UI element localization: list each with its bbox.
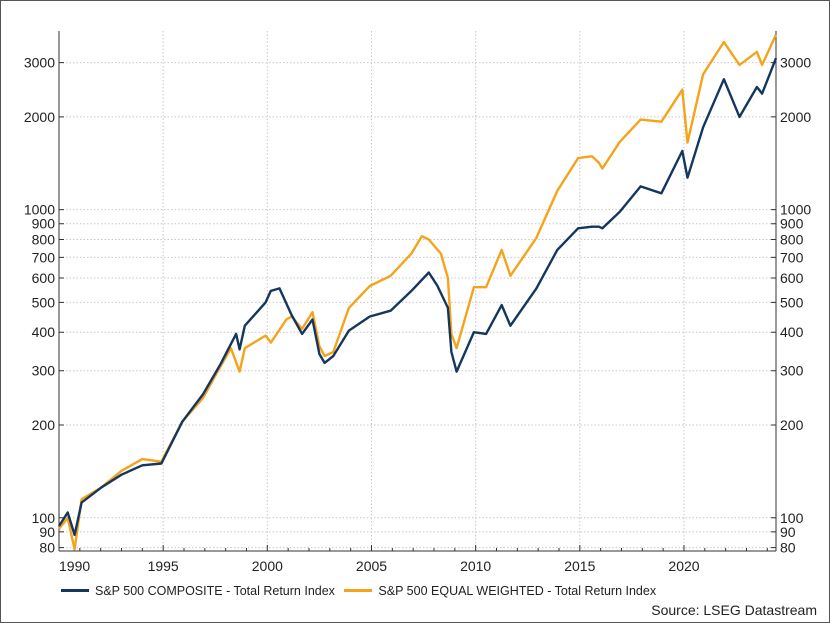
- legend-swatch-equal-weighted: [344, 589, 373, 592]
- series-layer: [57, 34, 778, 551]
- x-tick-label: 2020: [668, 558, 699, 574]
- legend: S&P 500 COMPOSITE - Total Return Index S…: [61, 581, 662, 598]
- legend-item-composite: S&P 500 COMPOSITE - Total Return Index: [61, 584, 335, 598]
- y-tick-label-right: 100: [780, 510, 804, 526]
- y-tick-label-left: 90: [39, 524, 55, 540]
- y-tick-label-right: 90: [780, 524, 796, 540]
- y-tick-label-right: 400: [780, 324, 804, 340]
- y-tick-label-right: 2000: [780, 109, 811, 125]
- series-line-equal-weighted: [58, 34, 778, 551]
- y-tick-label-left: 3000: [24, 55, 55, 71]
- x-tick-label: 1995: [148, 558, 179, 574]
- y-tick-label-left: 800: [32, 231, 56, 247]
- y-tick-label-left: 300: [32, 363, 56, 379]
- legend-label-equal-weighted: S&P 500 EQUAL WEIGHTED - Total Return In…: [378, 583, 657, 598]
- y-tick-label-left: 1000: [24, 202, 55, 218]
- y-tick-label-right: 600: [780, 270, 804, 286]
- y-tick-label-left: 900: [32, 216, 56, 232]
- grid-layer: [59, 31, 776, 551]
- y-tick-label-right: 700: [780, 249, 804, 265]
- series-line-composite: [57, 57, 778, 537]
- y-tick-label-right: 800: [780, 231, 804, 247]
- legend-label-composite: S&P 500 COMPOSITE - Total Return Index: [95, 583, 335, 598]
- y-tick-label-right: 300: [780, 363, 804, 379]
- y-tick-label-left: 400: [32, 324, 56, 340]
- y-tick-label-left: 600: [32, 270, 56, 286]
- y-tick-label-left: 2000: [24, 109, 55, 125]
- y-tick-label-right: 500: [780, 294, 804, 310]
- y-tick-label-left: 500: [32, 294, 56, 310]
- x-tick-label: 2015: [564, 558, 595, 574]
- legend-item-equal-weighted: S&P 500 EQUAL WEIGHTED - Total Return In…: [344, 584, 656, 598]
- x-tick-label: 1990: [59, 558, 90, 574]
- y-tick-label-right: 3000: [780, 55, 811, 71]
- y-tick-label-left: 100: [32, 510, 56, 526]
- y-tick-label-left: 80: [39, 540, 55, 556]
- y-tick-label-right: 200: [780, 417, 804, 433]
- legend-swatch-composite: [61, 589, 89, 592]
- x-tick-label: 2005: [356, 558, 387, 574]
- x-tick-label: 2000: [252, 558, 283, 574]
- source-note: Source: LSEG Datastream: [651, 602, 817, 618]
- y-tick-label-left: 700: [32, 249, 56, 265]
- y-tick-label-right: 1000: [780, 202, 811, 218]
- y-tick-label-left: 200: [32, 417, 56, 433]
- y-tick-label-right: 900: [780, 216, 804, 232]
- x-tick-label: 2010: [460, 558, 491, 574]
- y-tick-label-right: 80: [780, 540, 796, 556]
